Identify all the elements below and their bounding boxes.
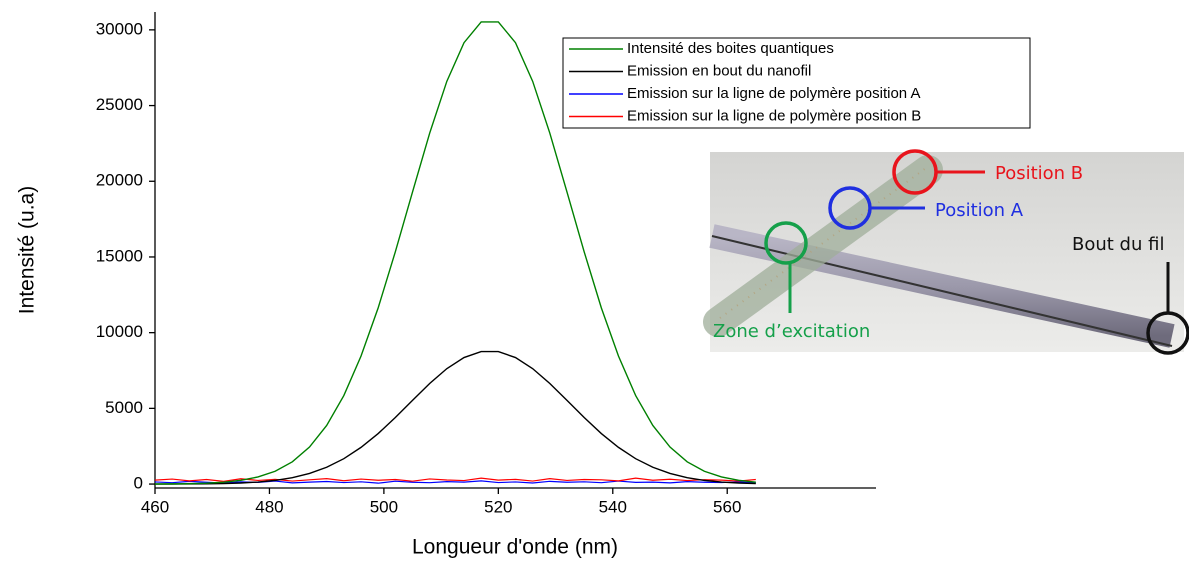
y-tick-label: 15000	[96, 246, 143, 265]
inset-label: Bout du fil	[1072, 234, 1164, 255]
x-tick-label: 540	[599, 497, 627, 516]
x-tick-label: 520	[484, 497, 512, 516]
y-tick-label: 30000	[96, 19, 143, 38]
series-line	[154, 350, 756, 485]
inset-label: Zone d’excitation	[713, 321, 870, 342]
inset-label: Position A	[935, 200, 1024, 221]
legend-label: Emission en bout du nanofil	[627, 62, 811, 79]
legend-label: Intensité des boites quantiques	[627, 40, 834, 57]
series-line	[154, 477, 756, 482]
y-axis-label: Intensité (u.a)	[16, 186, 39, 314]
legend-box	[562, 37, 1031, 129]
legend-label: Emission sur la ligne de polymère positi…	[627, 107, 921, 124]
inset-label: Position B	[995, 163, 1083, 184]
x-tick-label: 560	[713, 497, 741, 516]
inset-image	[703, 149, 1189, 355]
x-axis-label: Longueur d'onde (nm)	[412, 536, 618, 559]
y-tick-label: 5000	[105, 398, 143, 417]
y-tick-label: 0	[134, 474, 143, 493]
inset-labels: Position B Position A Bout du fil Zone d’ex…	[713, 163, 1164, 342]
legend-label: Emission sur la ligne de polymère positi…	[627, 85, 920, 102]
y-tick-label: 25000	[96, 95, 143, 114]
x-tick-label: 460	[141, 497, 169, 516]
series-line	[154, 21, 756, 485]
y-tick-label: 20000	[96, 171, 143, 190]
x-tick-label: 500	[370, 497, 398, 516]
x-tick-label: 480	[255, 497, 283, 516]
y-tick-label: 10000	[96, 322, 143, 341]
legend: Intensité des boites quantiques Emission …	[562, 37, 1031, 129]
